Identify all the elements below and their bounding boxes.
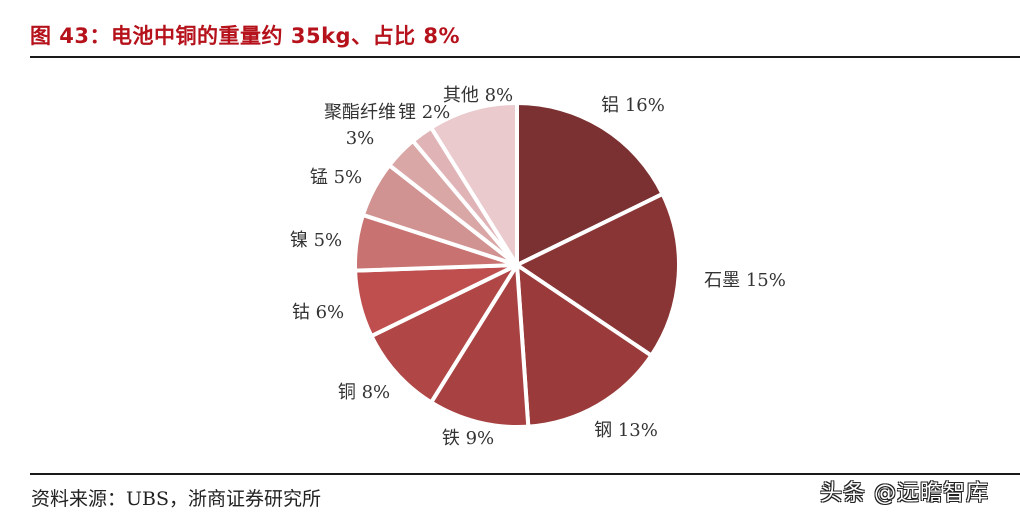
slice-label: 钢 13%: [594, 420, 658, 441]
watermark: 头条 @远瞻智库: [820, 481, 989, 506]
pie-slice-3: [429, 263, 531, 429]
slice-label: 锂 2%: [398, 102, 450, 123]
slice-label: 石墨 15%: [704, 270, 786, 291]
pie-slices: [353, 101, 681, 429]
slice-label: 铝 16%: [601, 95, 665, 116]
source-note: 资料来源：UBS，浙商证券研究所: [31, 488, 321, 510]
slice-label: 聚酯纤维 3%: [324, 102, 396, 149]
top-divider: [30, 56, 1020, 58]
pie-slice-2: [515, 263, 654, 429]
pie-slice-0: [515, 101, 665, 267]
pie-slice-10: [429, 101, 519, 267]
slice-label: 镍 5%: [290, 230, 342, 251]
pie-labels: 铝 16% 石墨 15% 钢 13% 铁 9% 铜 8% 钴 6% 镍 5% 锰 5% 聚酯纤维…: [290, 85, 786, 449]
slice-label: 铁 9%: [442, 428, 494, 449]
figure-title: 图 43：电池中铜的重量约 35kg、占比 8%: [30, 24, 461, 48]
pie-slice-1: [515, 191, 681, 358]
slice-label: 铜 8%: [338, 382, 390, 403]
bottom-divider: [30, 473, 1020, 475]
slice-label: 钴 6%: [292, 302, 344, 323]
slice-label: 锰 5%: [310, 167, 362, 188]
slice-label: 其他 8%: [443, 85, 513, 106]
